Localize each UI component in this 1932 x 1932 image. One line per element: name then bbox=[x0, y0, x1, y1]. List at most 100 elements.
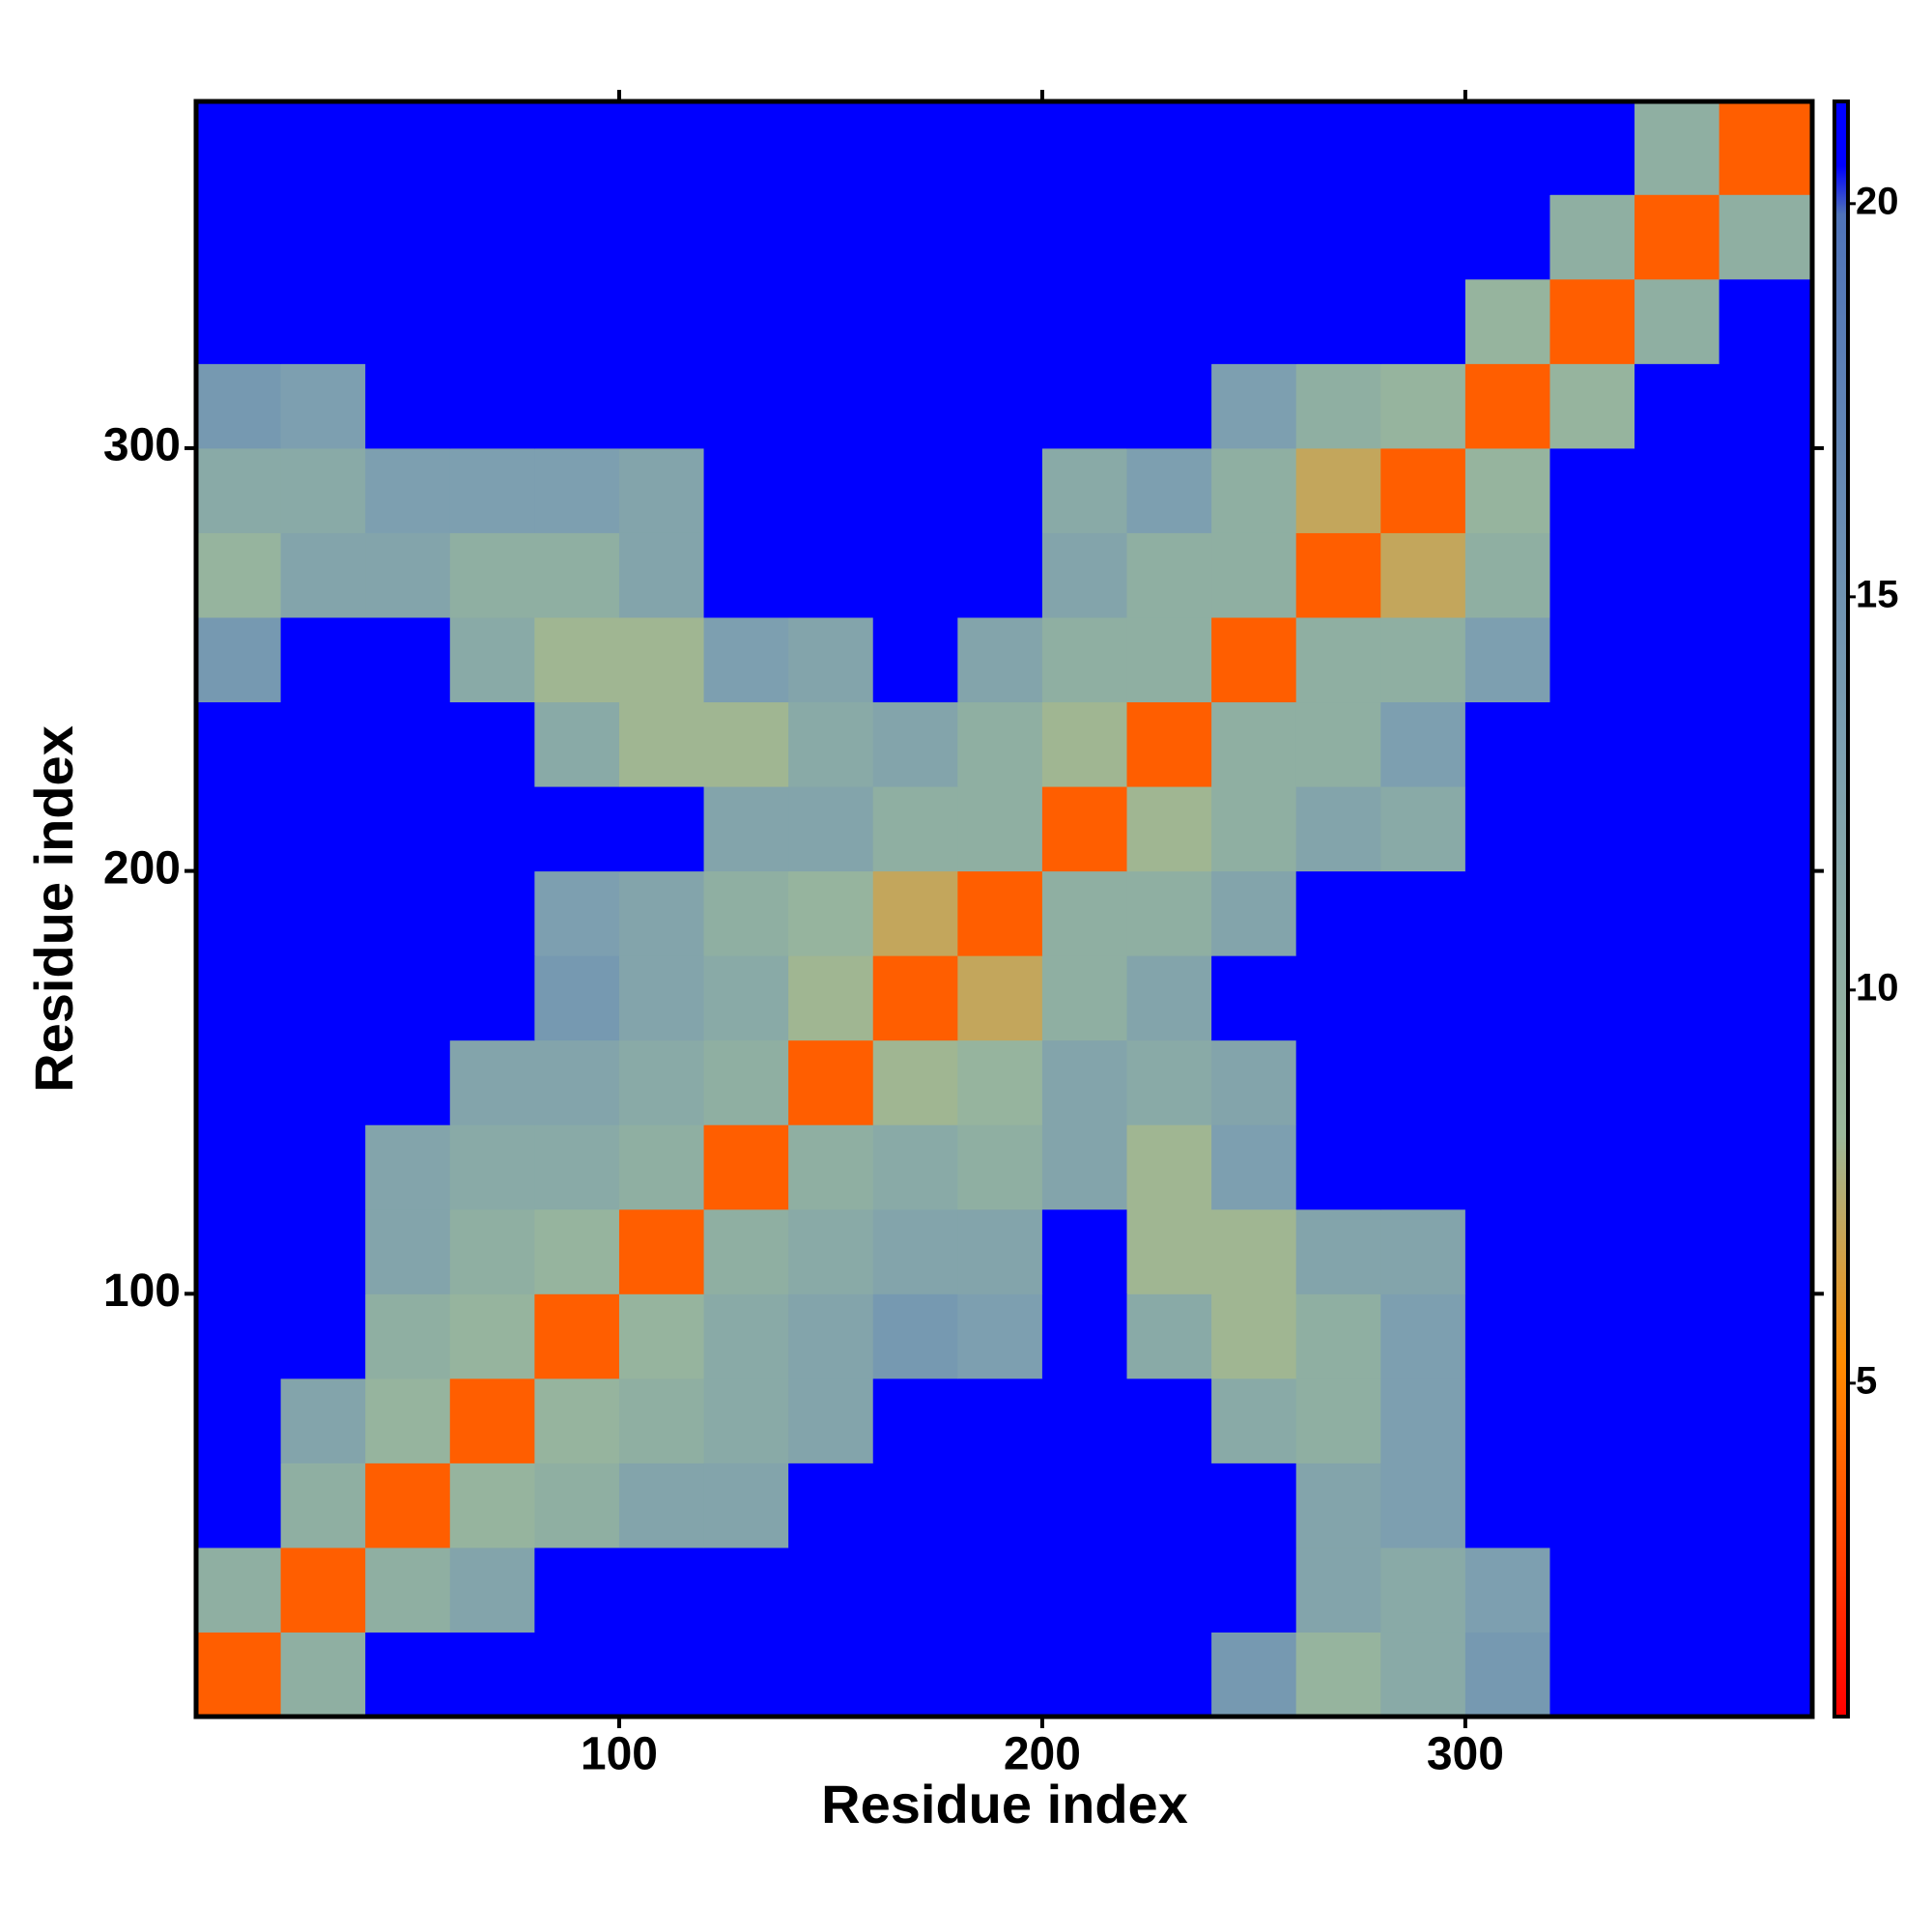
x-tick-label: 100 bbox=[581, 1729, 658, 1780]
heatmap-cell bbox=[534, 1378, 620, 1463]
heatmap-cell bbox=[1719, 278, 1813, 364]
heatmap-cell bbox=[365, 786, 451, 872]
heatmap-cell bbox=[703, 616, 789, 703]
heatmap-cell bbox=[365, 1378, 451, 1463]
heatmap-cell bbox=[618, 1208, 705, 1294]
heatmap-cell bbox=[1211, 363, 1297, 449]
heatmap-cell bbox=[1464, 447, 1550, 533]
heatmap-cell bbox=[534, 1463, 620, 1548]
heatmap-cell bbox=[449, 1547, 535, 1633]
colorbar-tick-label: 5 bbox=[1856, 1359, 1877, 1402]
heatmap-cell bbox=[1126, 363, 1212, 449]
heatmap-cell bbox=[703, 1463, 789, 1548]
heatmap-cell bbox=[196, 701, 282, 787]
heatmap-cell bbox=[1634, 1208, 1720, 1294]
heatmap-cell bbox=[196, 363, 282, 449]
heatmap-cell bbox=[872, 1293, 958, 1379]
heatmap-cell bbox=[449, 1463, 535, 1548]
heatmap-cell bbox=[365, 447, 451, 533]
heatmap-cell bbox=[1211, 1208, 1297, 1294]
heatmap-cell bbox=[788, 1378, 874, 1463]
heatmap-cell bbox=[1211, 194, 1297, 280]
heatmap-cell bbox=[703, 1632, 789, 1718]
heatmap-cell bbox=[703, 1039, 789, 1125]
heatmap-cell bbox=[1041, 101, 1128, 195]
heatmap-cell bbox=[1719, 194, 1813, 280]
heatmap-cell bbox=[703, 1378, 789, 1463]
heatmap-cell bbox=[534, 1124, 620, 1210]
heatmap-cell bbox=[534, 870, 620, 956]
heatmap-cell bbox=[1041, 1124, 1128, 1210]
heatmap-cell bbox=[957, 1547, 1043, 1633]
heatmap-cell bbox=[534, 701, 620, 787]
heatmap-cell bbox=[1549, 701, 1635, 787]
heatmap-cell bbox=[365, 278, 451, 364]
heatmap-cell bbox=[1464, 955, 1550, 1041]
heatmap-cell bbox=[196, 1208, 282, 1294]
heatmap-cell bbox=[872, 278, 958, 364]
heatmap-cell bbox=[1380, 1632, 1466, 1718]
heatmap-cell bbox=[1126, 1632, 1212, 1718]
heatmap-cell bbox=[449, 870, 535, 956]
heatmap-cell bbox=[449, 786, 535, 872]
heatmap-cell bbox=[1464, 363, 1550, 449]
heatmap-cell bbox=[872, 532, 958, 618]
heatmap-cell bbox=[1549, 278, 1635, 364]
heatmap-cell bbox=[1211, 532, 1297, 618]
heatmap-cell bbox=[1041, 701, 1128, 787]
heatmap-cell bbox=[957, 278, 1043, 364]
heatmap-cell bbox=[1464, 1547, 1550, 1633]
heatmap-cell bbox=[196, 786, 282, 872]
heatmap-cell bbox=[957, 532, 1043, 618]
heatmap-cell bbox=[1211, 870, 1297, 956]
heatmap-cell bbox=[1380, 955, 1466, 1041]
heatmap-cell bbox=[1295, 870, 1381, 956]
heatmap-cell bbox=[1295, 363, 1381, 449]
colorbar-tick-label: 15 bbox=[1856, 573, 1899, 615]
heatmap-cell bbox=[365, 870, 451, 956]
heatmap-cell bbox=[1295, 1124, 1381, 1210]
heatmap-cell bbox=[1041, 955, 1128, 1041]
heatmap-cell bbox=[1126, 1378, 1212, 1463]
heatmap-cell bbox=[1719, 955, 1813, 1041]
heatmap-cell bbox=[1549, 447, 1635, 533]
heatmap-cell bbox=[1634, 616, 1720, 703]
heatmap-cell bbox=[365, 101, 451, 195]
heatmap-cell bbox=[1126, 955, 1212, 1041]
heatmap-cell bbox=[1549, 101, 1635, 195]
heatmap-cell bbox=[957, 1632, 1043, 1718]
heatmap-cell bbox=[1380, 194, 1466, 280]
heatmap-cell bbox=[618, 363, 705, 449]
heatmap-cell bbox=[957, 1124, 1043, 1210]
heatmap-cell bbox=[449, 955, 535, 1041]
heatmap-cell bbox=[1719, 1293, 1813, 1379]
heatmap-cell bbox=[788, 616, 874, 703]
heatmap-cell bbox=[365, 1208, 451, 1294]
heatmap-cell bbox=[1549, 1039, 1635, 1125]
heatmap-cell bbox=[1464, 194, 1550, 280]
heatmap-cell bbox=[957, 363, 1043, 449]
heatmap-cell bbox=[1041, 616, 1128, 703]
heatmap-cell bbox=[1464, 1632, 1550, 1718]
heatmap-cell bbox=[1211, 1124, 1297, 1210]
heatmap-cell bbox=[618, 870, 705, 956]
heatmap-cell bbox=[1041, 786, 1128, 872]
heatmap-cell bbox=[1719, 1124, 1813, 1210]
heatmap-cell bbox=[196, 616, 282, 703]
heatmap-cell bbox=[534, 786, 620, 872]
heatmap-cell bbox=[1464, 616, 1550, 703]
heatmap-cell bbox=[534, 1208, 620, 1294]
heatmap-cell bbox=[1126, 1547, 1212, 1633]
heatmap-cell bbox=[618, 616, 705, 703]
heatmap-cell bbox=[1549, 1463, 1635, 1548]
heatmap-cell bbox=[196, 278, 282, 364]
heatmap-cell bbox=[1126, 278, 1212, 364]
heatmap-cell bbox=[280, 1547, 366, 1633]
heatmap-cell bbox=[1126, 1039, 1212, 1125]
heatmap-cell bbox=[1464, 1039, 1550, 1125]
heatmap-cell bbox=[1295, 1039, 1381, 1125]
heatmap-cell bbox=[1719, 447, 1813, 533]
heatmap-cell bbox=[1126, 532, 1212, 618]
heatmap-cell bbox=[1295, 1378, 1381, 1463]
